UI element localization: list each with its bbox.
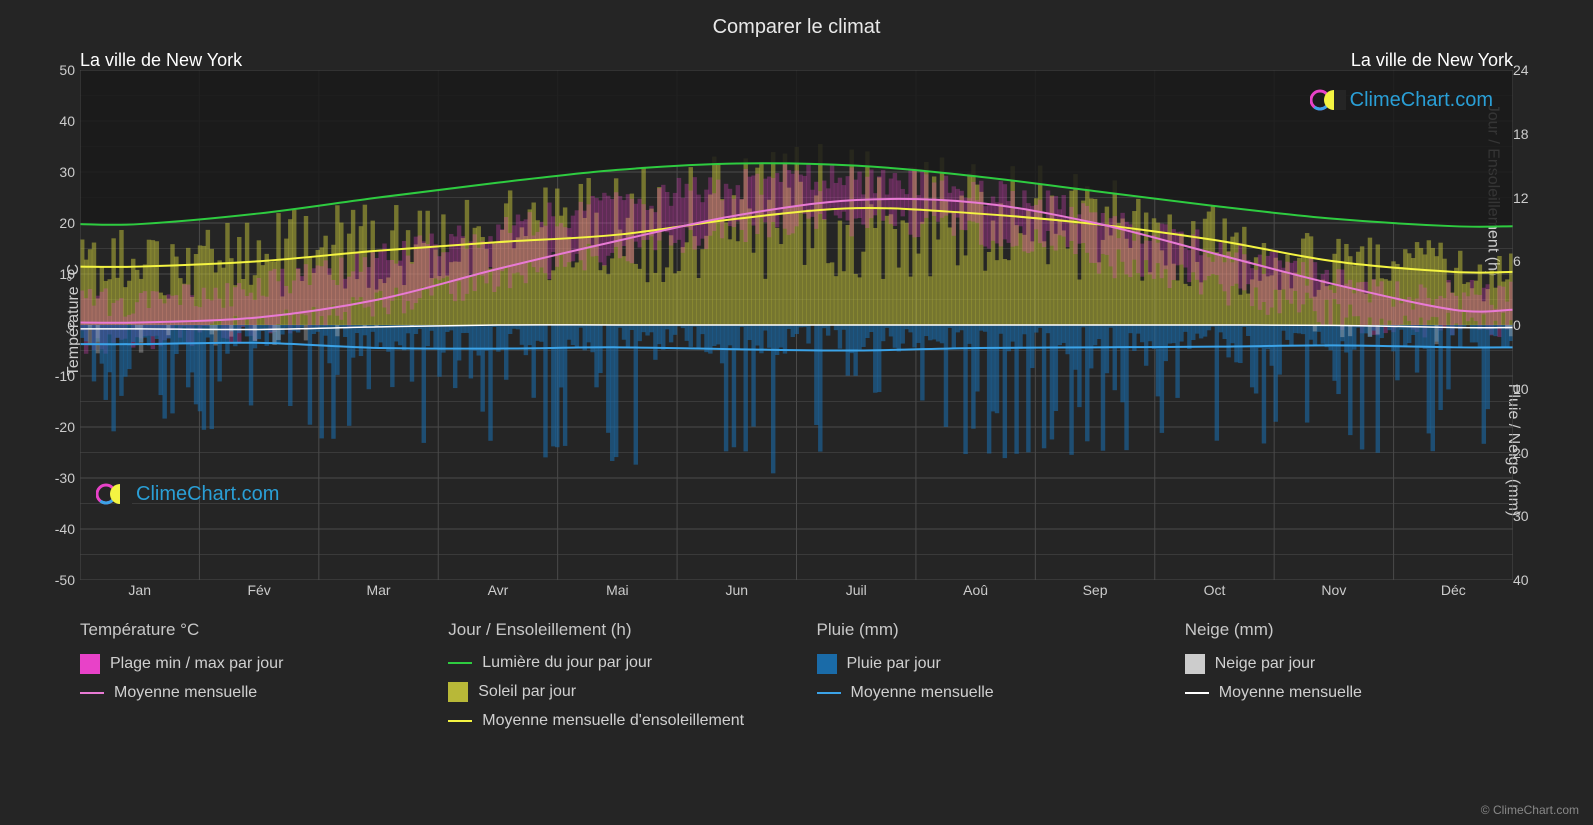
legend-line-icon [817,692,841,694]
y-tick-left: -10 [45,368,75,384]
legend-column: Neige (mm) Neige par jour Moyenne mensuell… [1185,620,1513,740]
legend-column: Jour / Ensoleillement (h) Lumière du jour… [448,620,776,740]
y-tick-left: -40 [45,521,75,537]
legend-label: Moyenne mensuelle [851,684,994,702]
legend-label: Moyenne mensuelle [1219,684,1362,702]
legend-label: Lumière du jour par jour [482,654,652,672]
x-tick: Avr [488,582,509,598]
x-tick: Oct [1204,582,1226,598]
legend-line-icon [80,692,104,694]
y-tick-right-mm: 20 [1513,445,1543,461]
legend-item: Moyenne mensuelle [817,684,1145,702]
plot-svg [80,70,1513,580]
legend-swatch-icon [448,682,468,702]
legend-header: Pluie (mm) [817,620,1145,640]
x-tick: Juil [846,582,867,598]
y-tick-right-mm: 30 [1513,508,1543,524]
legend: Température °C Plage min / max par jour Mo… [80,620,1513,740]
legend-item: Pluie par jour [817,654,1145,674]
legend-swatch-icon [80,654,100,674]
y-tick-right-hours: 24 [1513,62,1543,78]
climate-chart: Comparer le climat La ville de New York … [0,0,1593,825]
legend-line-icon [448,662,472,664]
legend-line-icon [448,720,472,722]
y-tick-right-mm: 10 [1513,381,1543,397]
y-tick-right-mm: 40 [1513,572,1543,588]
legend-item: Moyenne mensuelle [80,684,408,702]
x-tick: Déc [1441,582,1466,598]
legend-header: Jour / Ensoleillement (h) [448,620,776,640]
city-label-right: La ville de New York [1351,50,1513,71]
y-tick-left: 40 [45,113,75,129]
y-tick-right-hours: 18 [1513,126,1543,142]
legend-item: Neige par jour [1185,654,1513,674]
x-tick: Fév [247,582,270,598]
legend-header: Température °C [80,620,408,640]
y-ticks-right: 0612182410203040 [1513,70,1543,580]
y-tick-left: -20 [45,419,75,435]
y-tick-left: -30 [45,470,75,486]
y-tick-left: 0 [45,317,75,333]
x-tick: Jan [128,582,151,598]
y-tick-left: 10 [45,266,75,282]
y-tick-right-hours: 0 [1513,317,1543,333]
y-tick-left: 20 [45,215,75,231]
logo-icon [1310,86,1346,114]
y-tick-left: 30 [45,164,75,180]
x-ticks: Jan Fév Mar Avr Mai Jun Juil Aoû Sep Oct Nov Déc [80,582,1513,606]
watermark-text: ClimeChart.com [136,483,279,506]
legend-item: Moyenne mensuelle d'ensoleillement [448,712,776,730]
plot-area [80,70,1513,580]
chart-title: Comparer le climat [713,16,881,39]
x-tick: Jun [725,582,748,598]
watermark-top: ClimeChart.com [1310,86,1493,114]
legend-label: Moyenne mensuelle d'ensoleillement [482,712,744,730]
y-tick-right-hours: 6 [1513,253,1543,269]
legend-label: Neige par jour [1215,655,1316,673]
logo-icon [96,480,132,508]
copyright: © ClimeChart.com [1481,803,1579,817]
x-tick: Mar [366,582,390,598]
x-tick: Mai [606,582,629,598]
legend-label: Plage min / max par jour [110,655,283,673]
x-tick: Sep [1083,582,1108,598]
legend-item: Plage min / max par jour [80,654,408,674]
legend-label: Soleil par jour [478,683,576,701]
legend-item: Lumière du jour par jour [448,654,776,672]
legend-label: Pluie par jour [847,655,941,673]
y-ticks-left: -50-40-30-20-1001020304050 [45,70,75,580]
x-tick: Aoû [963,582,988,598]
y-tick-right-hours: 12 [1513,190,1543,206]
legend-item: Moyenne mensuelle [1185,684,1513,702]
legend-item: Soleil par jour [448,682,776,702]
legend-label: Moyenne mensuelle [114,684,257,702]
y-tick-left: 50 [45,62,75,78]
city-label-left: La ville de New York [80,50,242,71]
legend-column: Température °C Plage min / max par jour Mo… [80,620,408,740]
x-tick: Nov [1321,582,1346,598]
legend-line-icon [1185,692,1209,694]
y-tick-left: -50 [45,572,75,588]
legend-swatch-icon [817,654,837,674]
legend-header: Neige (mm) [1185,620,1513,640]
legend-column: Pluie (mm) Pluie par jour Moyenne mensuell… [817,620,1145,740]
watermark-text: ClimeChart.com [1350,89,1493,112]
legend-swatch-icon [1185,654,1205,674]
watermark-bottom: ClimeChart.com [96,480,279,508]
